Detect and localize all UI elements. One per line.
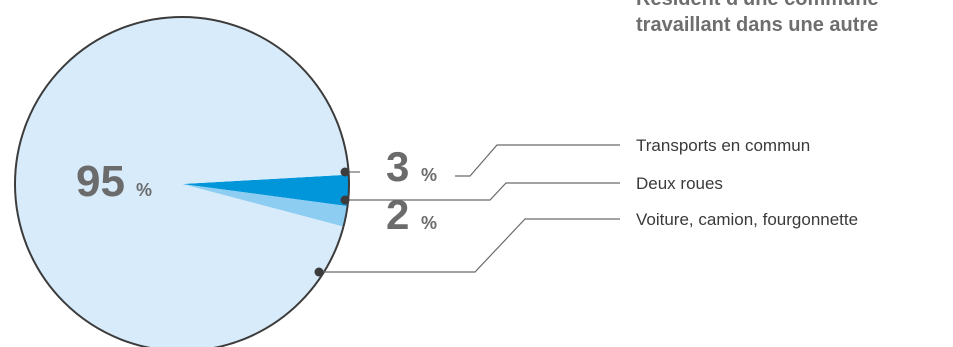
leader-line-transports-legend [455, 144, 620, 177]
percent-symbol-deux-roues: % [421, 213, 437, 233]
value-label-deux-roues: 2 [386, 191, 409, 238]
pie-slices [15, 17, 349, 347]
chart-title: Résident d'une commune travaillant dans … [636, 0, 879, 38]
pie-slice-voiture [15, 17, 349, 347]
value-label-transports: 3 [386, 143, 409, 190]
percent-symbol-voiture: % [136, 180, 152, 200]
leader-dot-voiture [314, 267, 324, 277]
percent-symbol-transports: % [421, 165, 437, 185]
leader-line-voiture [319, 218, 620, 273]
leader-dot-transports [340, 167, 350, 177]
legend-label-voiture: Voiture, camion, fourgonnette [636, 210, 858, 229]
leader-line-deux-roues [345, 182, 620, 201]
leader-lines [319, 144, 620, 273]
leader-dot-deux-roues [340, 195, 350, 205]
legend-label-transports: Transports en commun [636, 136, 810, 155]
pie-outline [14, 16, 350, 347]
chart-title-line-1: Résident d'une commune [636, 0, 879, 12]
pie-slice-deux-roues [182, 184, 348, 227]
pie-slice-transports [182, 174, 349, 207]
value-label-voiture: 95 [76, 157, 125, 206]
chart-title-line-2: travaillant dans une autre [636, 14, 879, 36]
legend-label-deux-roues: Deux roues [636, 174, 723, 193]
